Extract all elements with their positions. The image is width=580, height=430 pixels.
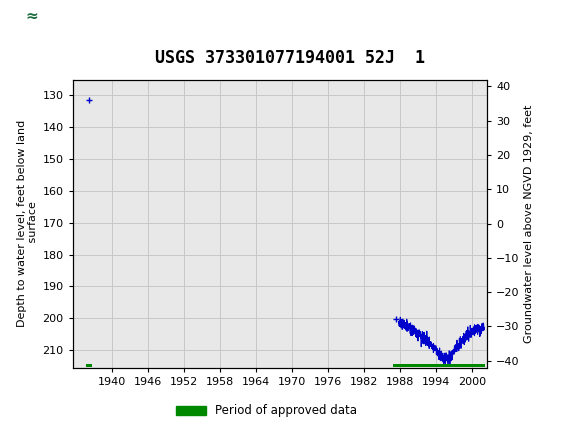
Text: ≈: ≈ [26,9,38,24]
Text: USGS: USGS [78,9,125,24]
Y-axis label: Groundwater level above NGVD 1929, feet: Groundwater level above NGVD 1929, feet [524,104,534,343]
Bar [6,3,64,30]
Bar [393,364,485,367]
Y-axis label: Depth to water level, feet below land
 surface: Depth to water level, feet below land su… [17,120,38,327]
Text: USGS 373301077194001 52J  1: USGS 373301077194001 52J 1 [155,49,425,67]
Bar [86,364,92,367]
Legend: Period of approved data: Period of approved data [172,399,362,422]
